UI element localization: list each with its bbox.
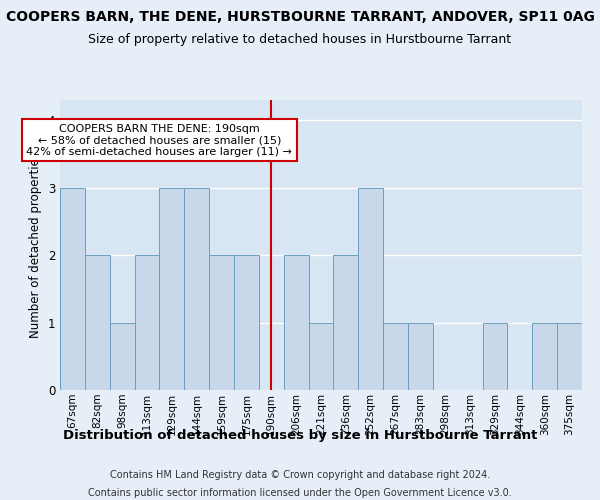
- Bar: [408, 322, 433, 390]
- Bar: [284, 255, 308, 390]
- Bar: [334, 255, 358, 390]
- Bar: [482, 322, 508, 390]
- Bar: [184, 188, 209, 390]
- Text: COOPERS BARN, THE DENE, HURSTBOURNE TARRANT, ANDOVER, SP11 0AG: COOPERS BARN, THE DENE, HURSTBOURNE TARR…: [5, 10, 595, 24]
- Bar: [60, 188, 85, 390]
- Bar: [85, 255, 110, 390]
- Bar: [160, 188, 184, 390]
- Bar: [110, 322, 134, 390]
- Bar: [308, 322, 334, 390]
- Text: Contains public sector information licensed under the Open Government Licence v3: Contains public sector information licen…: [88, 488, 512, 498]
- Bar: [134, 255, 160, 390]
- Text: Contains HM Land Registry data © Crown copyright and database right 2024.: Contains HM Land Registry data © Crown c…: [110, 470, 490, 480]
- Text: Size of property relative to detached houses in Hurstbourne Tarrant: Size of property relative to detached ho…: [88, 32, 512, 46]
- Text: COOPERS BARN THE DENE: 190sqm
← 58% of detached houses are smaller (15)
42% of s: COOPERS BARN THE DENE: 190sqm ← 58% of d…: [26, 124, 292, 157]
- Bar: [532, 322, 557, 390]
- Bar: [234, 255, 259, 390]
- Bar: [358, 188, 383, 390]
- Text: Distribution of detached houses by size in Hurstbourne Tarrant: Distribution of detached houses by size …: [63, 428, 537, 442]
- Bar: [383, 322, 408, 390]
- Y-axis label: Number of detached properties: Number of detached properties: [29, 152, 42, 338]
- Bar: [557, 322, 582, 390]
- Bar: [209, 255, 234, 390]
